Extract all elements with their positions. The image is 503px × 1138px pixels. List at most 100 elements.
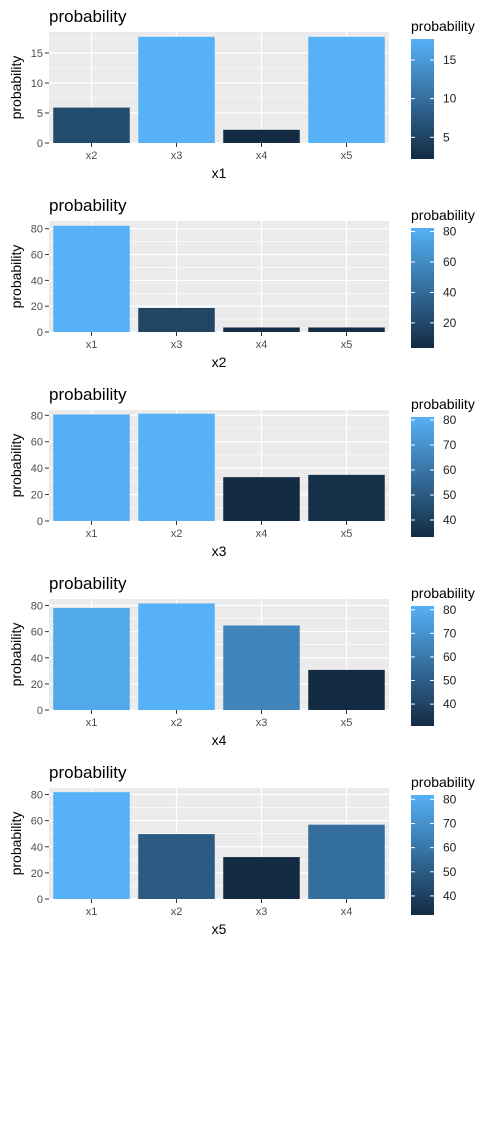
bar-x5 [308, 474, 385, 521]
y-tick-label: 20 [31, 301, 43, 313]
y-tick-label: 0 [37, 327, 43, 339]
bar-x1 [53, 414, 130, 521]
legend-tick-label: 50 [443, 673, 457, 687]
legend-tick-label: 80 [443, 225, 457, 239]
x-tick-label: x4 [256, 339, 268, 351]
legend-tick-label: 40 [443, 285, 457, 299]
legend-tick-label: 80 [443, 413, 457, 427]
legend-colorbar [411, 606, 434, 726]
legend-colorbar [411, 795, 434, 915]
chart-panel-4: probability 0 20 40 60 80 x1 x2 x3 x5 x4 probabilit… [8, 574, 475, 748]
x-tick-label: x5 [341, 528, 353, 540]
y-axis-label: probability [8, 623, 24, 687]
bar-x3 [223, 625, 300, 710]
x-tick-label: x3 [171, 150, 183, 162]
x-tick-label: x1 [86, 339, 98, 351]
y-tick-label: 20 [31, 679, 43, 691]
y-tick-label: 60 [31, 437, 43, 449]
bar-x2 [138, 603, 215, 710]
x-tick-label: x1 [86, 717, 98, 729]
y-tick-label: 0 [37, 894, 43, 906]
x-tick-label: x5 [341, 339, 353, 351]
legend-tick-label: 40 [443, 889, 457, 903]
legend-tick-label: 50 [443, 865, 457, 879]
y-tick-label: 0 [37, 516, 43, 528]
x-axis-label: x2 [212, 354, 227, 370]
legend-colorbar [411, 39, 434, 159]
bar-x1 [53, 792, 130, 899]
legend-tick-label: 70 [443, 438, 457, 452]
y-tick-label: 40 [31, 463, 43, 475]
legend-colorbar [411, 417, 434, 537]
legend-tick-label: 60 [443, 841, 457, 855]
y-axis-label: probability [8, 245, 24, 309]
y-tick-label: 60 [31, 250, 43, 262]
chart-title: probability [49, 7, 127, 26]
y-axis-label: probability [8, 434, 24, 498]
y-tick-label: 40 [31, 653, 43, 665]
bar-x4 [223, 327, 300, 332]
chart-panel-1: probability 0 5 10 15 x2 x3 x4 x5 x1 probability pr… [8, 7, 475, 181]
legend-tick-label: 5 [443, 130, 450, 144]
legend-title: probability [411, 207, 475, 223]
y-tick-label: 80 [31, 410, 43, 422]
x-tick-label: x1 [86, 906, 98, 918]
legend-title: probability [411, 396, 475, 412]
y-tick-label: 80 [31, 601, 43, 613]
legend-tick-label: 40 [443, 513, 457, 527]
bar-x5 [308, 327, 385, 332]
bar-x3 [138, 307, 215, 332]
legend-colorbar [411, 228, 434, 348]
y-tick-label: 80 [31, 224, 43, 236]
legend-tick-label: 60 [443, 463, 457, 477]
bar-x5 [308, 36, 385, 143]
x-tick-label: x3 [171, 339, 183, 351]
y-tick-label: 0 [37, 138, 43, 150]
chart-title: probability [49, 574, 127, 593]
y-tick-label: 20 [31, 490, 43, 502]
legend-title: probability [411, 774, 475, 790]
y-tick-label: 20 [31, 868, 43, 880]
x-tick-label: x3 [256, 717, 268, 729]
bar-x2 [138, 834, 215, 899]
chart-title: probability [49, 196, 127, 215]
chart-panel-2: probability 0 20 40 60 80 x1 x3 x4 x5 x2 probabilit… [8, 196, 475, 370]
legend-title: probability [411, 18, 475, 34]
bar-x3 [223, 857, 300, 899]
x-tick-label: x4 [256, 150, 268, 162]
y-tick-label: 5 [37, 108, 43, 120]
x-tick-label: x2 [171, 906, 183, 918]
x-axis-label: x3 [212, 543, 227, 559]
x-axis-label: x4 [212, 732, 227, 748]
bar-x4 [308, 824, 385, 899]
legend-tick-label: 15 [443, 53, 457, 67]
x-tick-label: x5 [341, 717, 353, 729]
chart-panel-3: probability 0 20 40 60 80 x1 x2 x4 x5 x3 probabilit… [8, 385, 475, 559]
y-axis-label: probability [8, 812, 24, 876]
x-tick-label: x5 [341, 150, 353, 162]
y-tick-label: 40 [31, 842, 43, 854]
y-tick-label: 80 [31, 790, 43, 802]
legend-tick-label: 70 [443, 626, 457, 640]
chart-title: probability [49, 763, 127, 782]
chart-panel-5: probability 0 20 40 60 80 x1 x2 x3 x4 x5 probabilit… [8, 763, 475, 937]
y-tick-label: 0 [37, 705, 43, 717]
y-tick-label: 60 [31, 816, 43, 828]
chart-title: probability [49, 385, 127, 404]
x-tick-label: x2 [171, 717, 183, 729]
legend-tick-label: 70 [443, 816, 457, 830]
bar-x4 [223, 129, 300, 143]
x-tick-label: x3 [256, 906, 268, 918]
x-tick-label: x2 [171, 528, 183, 540]
legend-tick-label: 40 [443, 697, 457, 711]
bar-x2 [53, 107, 130, 143]
y-tick-label: 10 [31, 78, 43, 90]
x-tick-label: x4 [256, 528, 268, 540]
y-tick-label: 40 [31, 275, 43, 287]
y-axis-label: probability [8, 56, 24, 120]
legend-tick-label: 80 [443, 792, 457, 806]
bar-x2 [138, 413, 215, 521]
legend-tick-label: 60 [443, 650, 457, 664]
